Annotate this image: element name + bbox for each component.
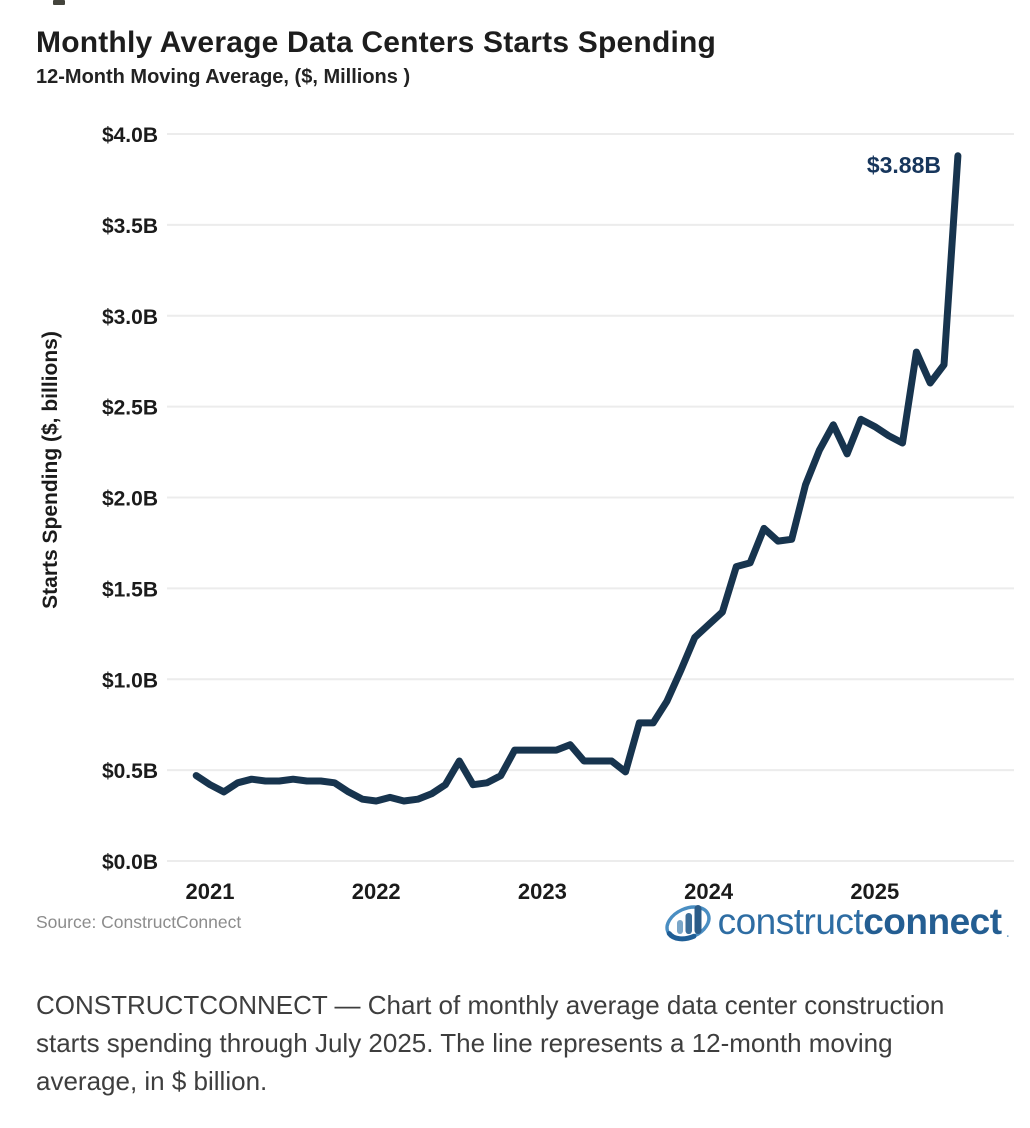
chart-subtitle: 12-Month Moving Average, ($, Millions ) [36, 66, 411, 88]
y-tick-label: $2.5B [102, 397, 158, 420]
data-line [192, 152, 962, 805]
y-tick-label: $0.5B [102, 760, 158, 783]
y-tick-label: $1.0B [102, 669, 158, 692]
x-tick-label: 2025 [850, 879, 899, 904]
x-tick-label: 2021 [186, 879, 235, 904]
y-tick-label: $1.5B [102, 578, 158, 601]
constructconnect-logo-text: constructconnect [718, 901, 1002, 943]
logo-connect: connect [863, 901, 1002, 942]
y-tick-label: $3.5B [102, 215, 158, 238]
source-label: Source: ConstructConnect [36, 912, 242, 932]
y-tick-label: $2.0B [102, 488, 158, 511]
x-tick-label: 2022 [352, 879, 401, 904]
line-chart: $0.0B $0.5B $1.0B $1.5B $2.0B $2.5B $3.0B $3.5B… [39, 124, 1014, 904]
caption-text: CONSTRUCTCONNECT — Chart of monthly aver… [36, 990, 945, 1097]
logo-construct: construct [717, 901, 864, 942]
logo-trademark-dot: . [1005, 924, 1010, 941]
crop-artifact-dash [53, 0, 65, 5]
y-tick-label: $0.0B [102, 851, 158, 874]
constructconnect-logo-icon [664, 905, 711, 942]
x-tick-label: 2023 [518, 879, 567, 904]
y-tick-label: $3.0B [102, 306, 158, 329]
y-tick-label: $4.0B [102, 124, 158, 147]
x-tick-label: 2024 [684, 879, 734, 904]
constructconnect-logo: constructconnect . [662, 896, 1010, 948]
y-axis-title: Starts Spending ($, billions) [39, 331, 62, 609]
chart-title: Monthly Average Data Centers Starts Spen… [36, 26, 717, 59]
peak-annotation: $3.88B [867, 152, 941, 178]
